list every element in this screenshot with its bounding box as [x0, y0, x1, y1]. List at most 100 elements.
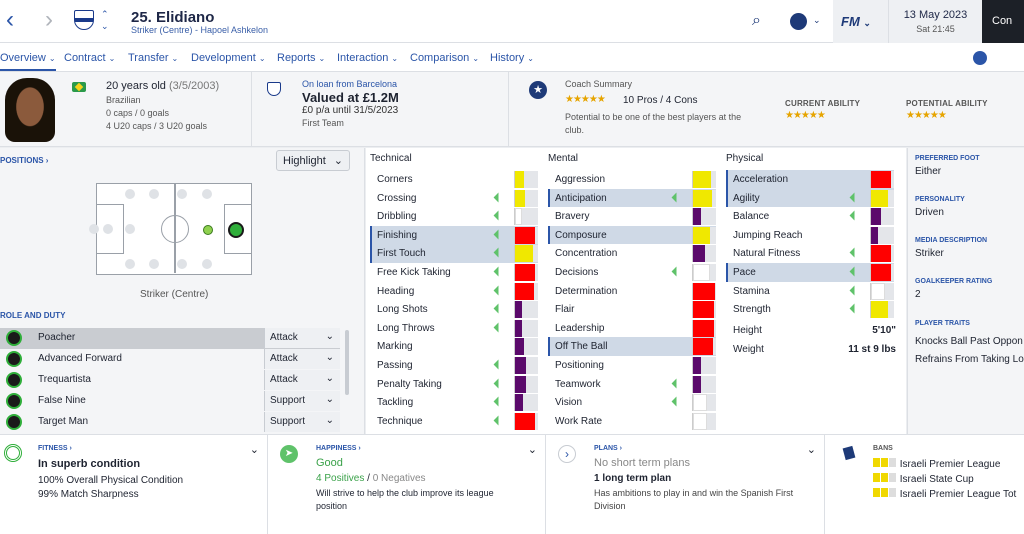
- attribute-name: Aggression: [555, 174, 606, 185]
- attribute-row[interactable]: Leadership: [548, 319, 716, 338]
- attribute-row[interactable]: Penalty Taking: [370, 375, 538, 394]
- duty-dropdown[interactable]: Support ⌄: [264, 391, 340, 411]
- attribute-bar: [514, 282, 538, 300]
- tab-transfer[interactable]: Transfer ⌄: [128, 52, 179, 64]
- pros-cons[interactable]: 10 Pros / 4 Cons: [623, 95, 698, 106]
- people-icon[interactable]: [973, 51, 987, 65]
- back-arrow-icon[interactable]: ‹: [6, 6, 14, 33]
- role-row[interactable]: False Nine Support ⌄: [0, 391, 340, 412]
- tab-reports[interactable]: Reports ⌄: [277, 52, 326, 64]
- attribute-row[interactable]: Stamina: [726, 282, 894, 301]
- globe-icon[interactable]: [790, 13, 807, 30]
- attribute-row[interactable]: Vision: [548, 393, 716, 412]
- attribute-row[interactable]: Aggression: [548, 170, 716, 189]
- attribute-row[interactable]: First Touch: [370, 244, 538, 263]
- attribute-row[interactable]: Corners: [370, 170, 538, 189]
- attribute-row[interactable]: Teamwork: [548, 375, 716, 394]
- positions-link[interactable]: POSITIONS ›: [0, 156, 49, 165]
- attribute-row[interactable]: Long Throws: [370, 319, 538, 338]
- attribute-bar: [870, 171, 894, 188]
- chevron-down-icon[interactable]: ⌄: [527, 444, 537, 456]
- tab-interaction[interactable]: Interaction ⌄: [337, 52, 399, 64]
- role-icon: [6, 351, 22, 367]
- loan-link[interactable]: On loan from Barcelona: [302, 79, 398, 89]
- attribute-row[interactable]: Natural Fitness: [726, 244, 894, 263]
- attribute-name: Teamwork: [555, 378, 601, 390]
- trend-up-icon: [493, 266, 504, 277]
- highlight-dropdown[interactable]: Highlight ⌄: [276, 150, 350, 171]
- fitness-link[interactable]: FITNESS ›: [38, 445, 72, 452]
- chevron-down-icon[interactable]: ⌄: [249, 444, 259, 456]
- role-row[interactable]: Target Man Support ⌄: [0, 412, 340, 433]
- attribute-row[interactable]: Composure: [548, 225, 716, 245]
- plans-card[interactable]: › PLANS › ⌄ No short term plans 1 long t…: [546, 434, 825, 534]
- attribute-row[interactable]: Crossing: [370, 189, 538, 208]
- fitness-card[interactable]: FITNESS › ⌄ In superb condition 100% Ove…: [0, 434, 268, 534]
- attribute-row[interactable]: Heading: [370, 282, 538, 301]
- attribute-row[interactable]: Off The Ball: [548, 337, 716, 356]
- chevron-down-icon[interactable]: ⌄: [806, 444, 816, 456]
- attribute-row[interactable]: Agility: [726, 188, 894, 208]
- role-row[interactable]: Advanced Forward Attack ⌄: [0, 349, 340, 370]
- plans-link[interactable]: PLANS ›: [594, 445, 623, 452]
- attribute-row[interactable]: Tackling: [370, 393, 538, 412]
- search-icon[interactable]: ⌕: [752, 12, 761, 29]
- role-row[interactable]: Trequartista Attack ⌄: [0, 370, 340, 391]
- attribute-row[interactable]: Determination: [548, 282, 716, 301]
- continue-button[interactable]: Con: [982, 0, 1024, 43]
- duty-dropdown[interactable]: Support ⌄: [264, 412, 340, 432]
- tab-development[interactable]: Development ⌄: [191, 52, 266, 64]
- attribute-row[interactable]: Passing: [370, 356, 538, 375]
- attribute-row[interactable]: Marking: [370, 337, 538, 356]
- trend-up-icon: [493, 210, 504, 221]
- attribute-row[interactable]: Pace: [726, 263, 894, 282]
- attribute-row[interactable]: Technique: [370, 412, 538, 431]
- attribute-name: Leadership: [555, 322, 605, 334]
- attribute-row[interactable]: Flair: [548, 300, 716, 319]
- tab-contract[interactable]: Contract ⌄: [64, 52, 116, 64]
- date-display[interactable]: 13 May 2023 Sat 21:45: [888, 0, 982, 43]
- page-title: 25. Elidiano: [131, 9, 215, 26]
- forward-arrow-icon[interactable]: ›: [45, 6, 53, 33]
- attribute-row[interactable]: Decisions: [548, 263, 716, 282]
- player-subtitle[interactable]: Striker (Centre) - Hapoel Ashkelon: [131, 25, 269, 35]
- tab-comparison[interactable]: Comparison ⌄: [410, 52, 480, 64]
- club-crest-icon: [74, 10, 94, 30]
- duty-dropdown[interactable]: Attack ⌄: [264, 328, 340, 348]
- attribute-name: Long Shots: [377, 304, 428, 316]
- duty-value: Attack: [270, 332, 298, 343]
- tab-overview[interactable]: Overview ⌄: [0, 52, 56, 71]
- happiness-card[interactable]: ➤ HAPPINESS › ⌄ Good 4 Positives / 0 Neg…: [268, 434, 546, 534]
- attribute-name: Bravery: [555, 211, 590, 223]
- bans-card[interactable]: BANS Israeli Premier League Israeli Stat…: [825, 434, 1024, 534]
- player-traits-label: PLAYER TRAITS: [915, 320, 970, 327]
- role-row[interactable]: Poacher Attack ⌄: [0, 328, 340, 349]
- chevron-down-icon[interactable]: ⌄: [813, 15, 821, 25]
- attribute-row[interactable]: Bravery: [548, 207, 716, 226]
- attribute-row[interactable]: Dribbling: [370, 207, 538, 226]
- chevron-down-icon: ⌄: [325, 352, 334, 363]
- attribute-row[interactable]: Anticipation: [548, 188, 716, 208]
- attribute-row[interactable]: Positioning: [548, 356, 716, 375]
- attribute-row[interactable]: Strength: [726, 300, 894, 319]
- attribute-row[interactable]: Concentration: [548, 244, 716, 263]
- attribute-bar: [870, 245, 894, 263]
- happiness-link[interactable]: HAPPINESS ›: [316, 445, 361, 452]
- roles-scrollbar[interactable]: [345, 330, 349, 395]
- attribute-row[interactable]: Finishing: [370, 225, 538, 245]
- attribute-row[interactable]: Work Rate: [548, 412, 716, 431]
- duty-dropdown[interactable]: Attack ⌄: [264, 349, 340, 369]
- attribute-row[interactable]: Long Shots: [370, 300, 538, 319]
- attribute-row[interactable]: Acceleration: [726, 170, 894, 189]
- duty-dropdown[interactable]: Attack ⌄: [264, 370, 340, 390]
- attribute-row[interactable]: Jumping Reach: [726, 226, 894, 245]
- attribute-name: Work Rate: [555, 415, 603, 427]
- tab-history[interactable]: History ⌄: [490, 52, 534, 64]
- player-switch-icon[interactable]: ⌃ ⌄: [101, 9, 109, 31]
- attribute-row[interactable]: Free Kick Taking: [370, 263, 538, 282]
- trend-up-icon: [671, 378, 682, 389]
- attribute-name: Flair: [555, 304, 575, 316]
- fm-menu-button[interactable]: FM ⌄: [833, 0, 888, 43]
- attribute-row[interactable]: Balance: [726, 207, 894, 226]
- long-term-plans: 1 long term plan: [594, 473, 672, 484]
